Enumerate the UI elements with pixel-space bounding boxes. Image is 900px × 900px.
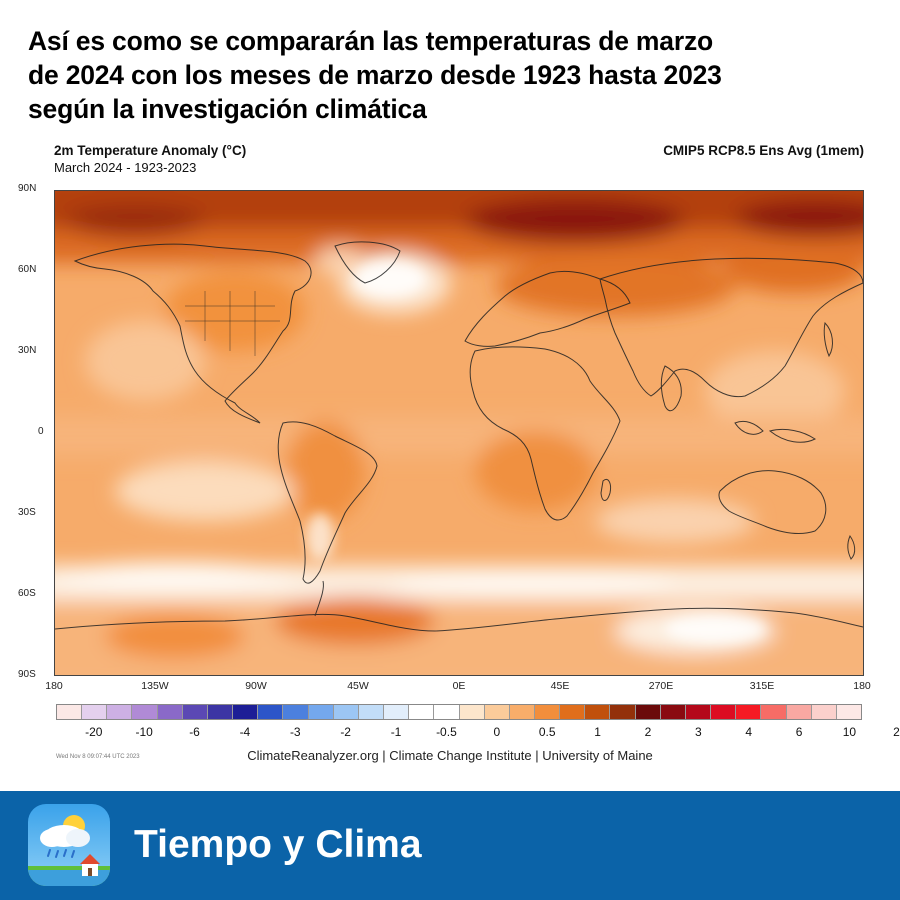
color-scale-cell bbox=[560, 705, 586, 719]
color-scale-cell bbox=[534, 705, 561, 719]
lon-label-90w: 90W bbox=[245, 680, 267, 692]
color-scale-label: 20 bbox=[893, 725, 900, 739]
color-scale-cell bbox=[258, 705, 284, 719]
color-scale-cell bbox=[811, 705, 837, 719]
data-credit: ClimateReanalyzer.org | Climate Change I… bbox=[247, 748, 653, 763]
color-scale-label: -3 bbox=[289, 725, 301, 739]
color-scale-label: -20 bbox=[85, 725, 103, 739]
color-scale-cell bbox=[107, 705, 133, 719]
color-scale-label: 6 bbox=[795, 725, 803, 739]
color-scale-bar bbox=[56, 704, 862, 720]
color-scale-cell bbox=[836, 705, 861, 719]
color-scale-label: -2 bbox=[340, 725, 351, 739]
color-scale-cell bbox=[308, 705, 334, 719]
anomaly-field bbox=[55, 191, 863, 675]
color-scale-cell bbox=[57, 705, 83, 719]
color-scale-label: 0 bbox=[493, 725, 501, 739]
color-scale-label: 4 bbox=[745, 725, 752, 739]
color-scale-cell bbox=[736, 705, 762, 719]
color-scale-cell bbox=[384, 705, 410, 719]
anomaly-map-graphic bbox=[55, 191, 863, 675]
color-scale-cell bbox=[283, 705, 309, 719]
color-scale-cell bbox=[509, 705, 535, 719]
model-label: CMIP5 RCP8.5 Ens Avg (1mem) bbox=[663, 143, 864, 158]
color-scale-cell bbox=[82, 705, 108, 719]
color-scale-cell bbox=[711, 705, 737, 719]
color-scale-label: -4 bbox=[239, 725, 251, 739]
color-scale-cell bbox=[585, 705, 611, 719]
lat-label-60s: 60S bbox=[18, 588, 36, 599]
color-scale-cell bbox=[484, 705, 510, 719]
color-scale-cell bbox=[182, 705, 208, 719]
headline-line-2: de 2024 con los meses de marzo desde 192… bbox=[28, 60, 722, 90]
weather-app-icon bbox=[28, 804, 110, 886]
color-scale-cell bbox=[157, 705, 183, 719]
color-scale-label: 10 bbox=[842, 725, 857, 739]
lon-label-270e: 270E bbox=[648, 680, 674, 692]
lon-label-315e: 315E bbox=[749, 680, 775, 692]
temperature-anomaly-map bbox=[54, 190, 864, 676]
color-scale-label: -1 bbox=[390, 725, 402, 739]
color-scale-cell bbox=[685, 705, 712, 719]
lon-label-135w: 135W bbox=[141, 680, 169, 692]
lon-label-180-left: 180 bbox=[45, 680, 63, 692]
color-scale-cell bbox=[761, 705, 787, 719]
map-subtitle: March 2024 - 1923-2023 bbox=[54, 160, 197, 175]
color-scale-cell bbox=[207, 705, 234, 719]
color-scale-cell bbox=[358, 705, 385, 719]
color-scale-cell bbox=[409, 705, 435, 719]
color-scale-cell bbox=[610, 705, 636, 719]
lat-label-30n: 30N bbox=[18, 345, 37, 356]
color-scale-label: 0.5 bbox=[538, 725, 556, 739]
headline-line-1: Así es como se compararán las temperatur… bbox=[28, 26, 713, 56]
lon-label-45w: 45W bbox=[347, 680, 369, 692]
color-scale-cell bbox=[786, 705, 812, 719]
color-scale-cell bbox=[333, 705, 359, 719]
color-scale-label: -0.5 bbox=[436, 725, 457, 739]
coastlines bbox=[55, 241, 863, 632]
brand-bar: Tiempo y Clima bbox=[0, 791, 900, 900]
lat-label-90s: 90S bbox=[18, 669, 36, 680]
color-scale-cell bbox=[660, 705, 686, 719]
lat-label-90n: 90N bbox=[18, 183, 37, 194]
brand-name: Tiempo y Clima bbox=[134, 823, 422, 866]
color-scale-label: -10 bbox=[135, 725, 153, 739]
lon-label-180-right: 180 bbox=[853, 680, 871, 692]
headline-line-3: según la investigación climática bbox=[28, 94, 427, 124]
lat-label-equator: 0 bbox=[38, 426, 44, 437]
color-scale-label: 3 bbox=[694, 725, 702, 739]
color-scale-label: 2 bbox=[644, 725, 652, 739]
lat-label-30s: 30S bbox=[18, 507, 36, 518]
color-scale-label: 1 bbox=[594, 725, 601, 739]
color-scale-cell bbox=[434, 705, 460, 719]
headline: Así es como se compararán las temperatur… bbox=[28, 24, 878, 126]
generation-timestamp: Wed Nov 8 09:07:44 UTC 2023 bbox=[56, 754, 140, 760]
lat-label-60n: 60N bbox=[18, 264, 37, 275]
color-scale-cell bbox=[635, 705, 661, 719]
color-scale-cell bbox=[459, 705, 485, 719]
color-scale-cell bbox=[233, 705, 259, 719]
lon-label-0e: 0E bbox=[452, 680, 466, 692]
color-scale-cell bbox=[132, 705, 158, 719]
lon-label-45e: 45E bbox=[550, 680, 570, 692]
color-scale-label: -6 bbox=[189, 725, 200, 739]
anomaly-figure: 2m Temperature Anomaly (°C) March 2024 -… bbox=[0, 130, 900, 790]
map-title: 2m Temperature Anomaly (°C) bbox=[54, 143, 247, 158]
